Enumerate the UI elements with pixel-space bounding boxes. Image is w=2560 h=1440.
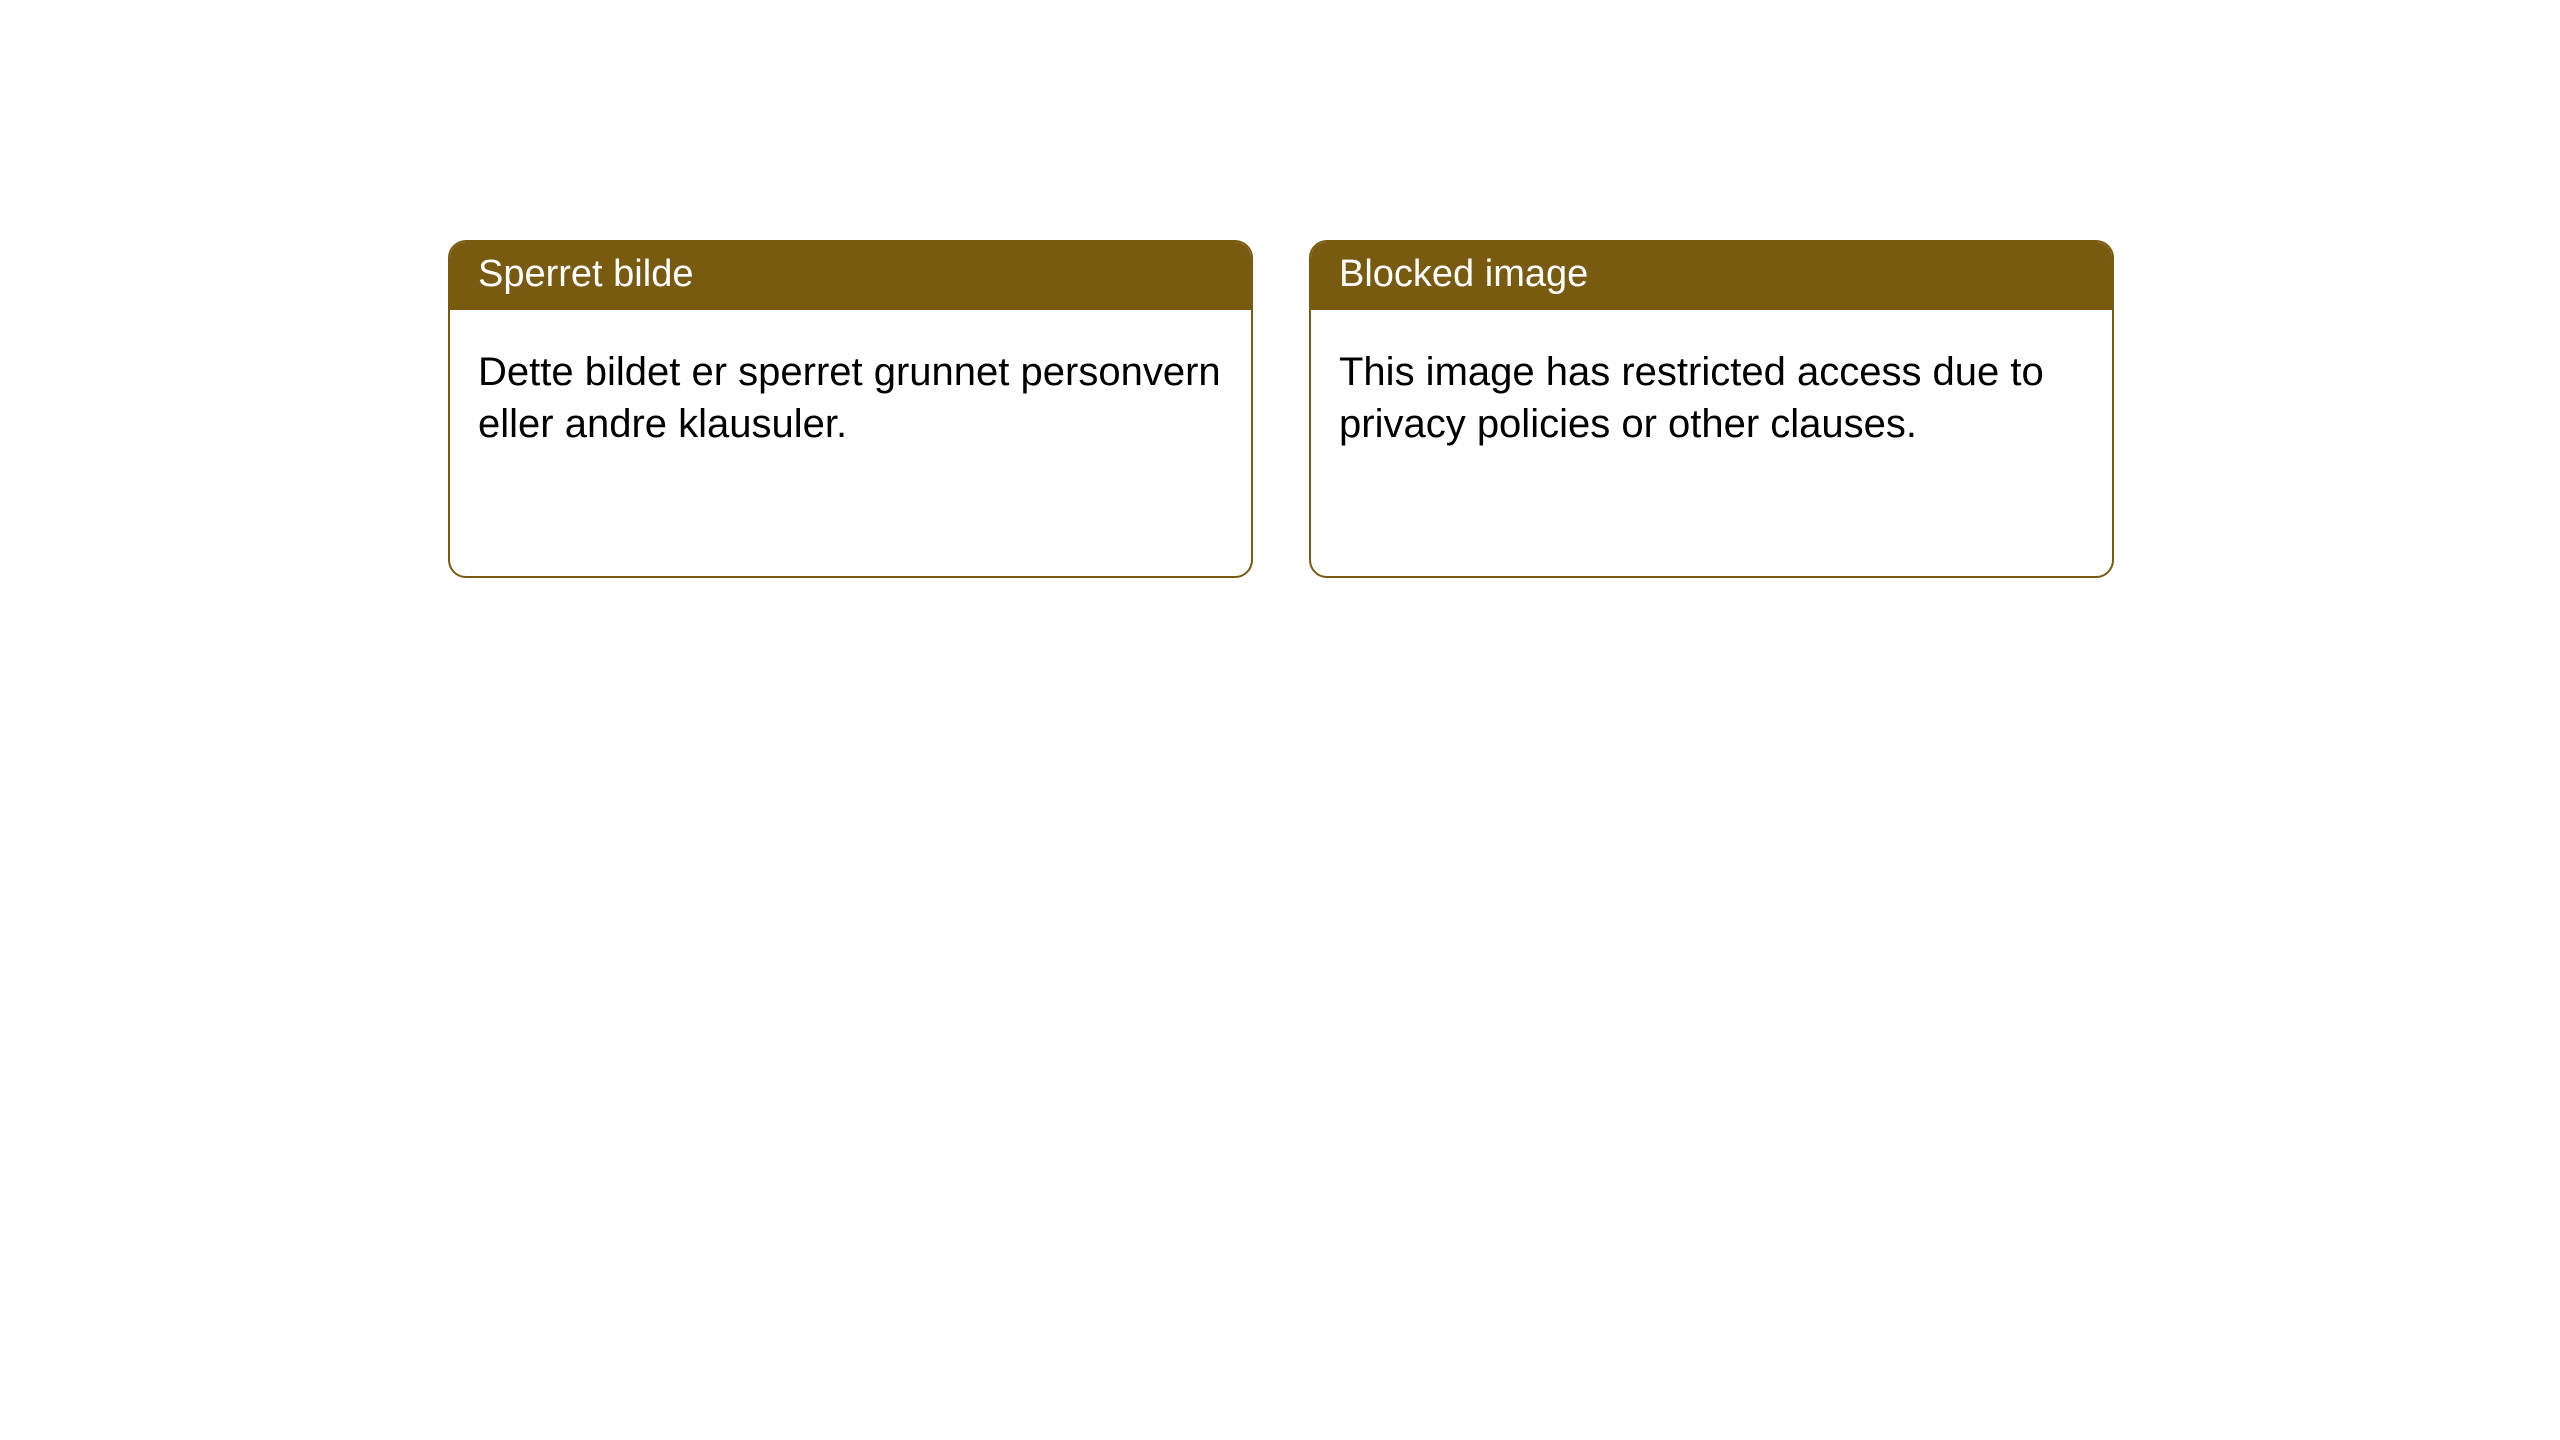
- card-text: Dette bildet er sperret grunnet personve…: [478, 350, 1221, 446]
- card-norwegian: Sperret bilde Dette bildet er sperret gr…: [448, 240, 1253, 578]
- card-header-english: Blocked image: [1311, 242, 2112, 310]
- card-english: Blocked image This image has restricted …: [1309, 240, 2114, 578]
- card-header-norwegian: Sperret bilde: [450, 242, 1251, 310]
- card-body-norwegian: Dette bildet er sperret grunnet personve…: [450, 310, 1251, 486]
- card-title: Blocked image: [1339, 253, 1588, 295]
- cards-container: Sperret bilde Dette bildet er sperret gr…: [448, 240, 2114, 578]
- card-title: Sperret bilde: [478, 253, 693, 295]
- card-text: This image has restricted access due to …: [1339, 350, 2044, 446]
- card-body-english: This image has restricted access due to …: [1311, 310, 2112, 486]
